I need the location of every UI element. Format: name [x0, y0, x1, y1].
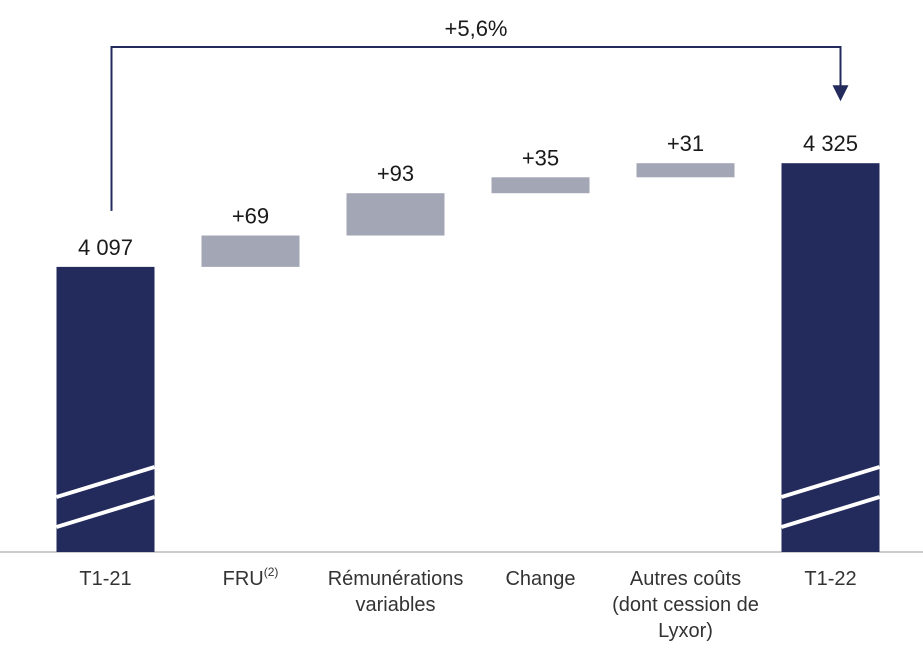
axis-break	[780, 465, 881, 499]
x-tick-label: FRU(2)	[176, 566, 326, 592]
category-text: T1-22	[804, 568, 857, 590]
x-tick-label: Rémunérations variables	[321, 566, 471, 618]
value-label: +69	[232, 204, 269, 229]
value-label: +93	[377, 161, 414, 186]
value-label: +31	[667, 131, 704, 156]
category-text: T1-21	[79, 568, 132, 590]
category-text: Autres coûts (dont cession de Lyxor)	[612, 568, 759, 642]
delta-bar	[491, 177, 590, 194]
x-tick-label: T1-22	[756, 566, 906, 592]
category-text: FRU	[222, 568, 264, 590]
annotation-arrow	[110, 46, 842, 211]
axis-break	[55, 465, 156, 499]
x-tick-label: Autres coûts (dont cession de Lyxor)	[611, 566, 761, 644]
x-tick-label: Change	[466, 566, 616, 592]
category-text: Rémunérations variables	[327, 568, 464, 616]
axis-break	[780, 495, 881, 529]
value-label: 4 325	[803, 131, 858, 156]
delta-bar	[346, 193, 445, 236]
x-tick-label: T1-21	[31, 566, 181, 592]
value-label: 4 097	[78, 235, 133, 260]
total-bar	[781, 163, 880, 552]
total-bar	[56, 266, 155, 552]
arrow-head	[832, 85, 849, 102]
delta-bar	[636, 163, 735, 178]
value-label: +35	[522, 145, 559, 170]
category-superscript: (2)	[263, 565, 279, 579]
annotation-label: +5,6%	[445, 16, 508, 41]
axis-break	[55, 495, 156, 529]
category-text: Change	[505, 568, 576, 590]
delta-bar	[201, 235, 300, 267]
